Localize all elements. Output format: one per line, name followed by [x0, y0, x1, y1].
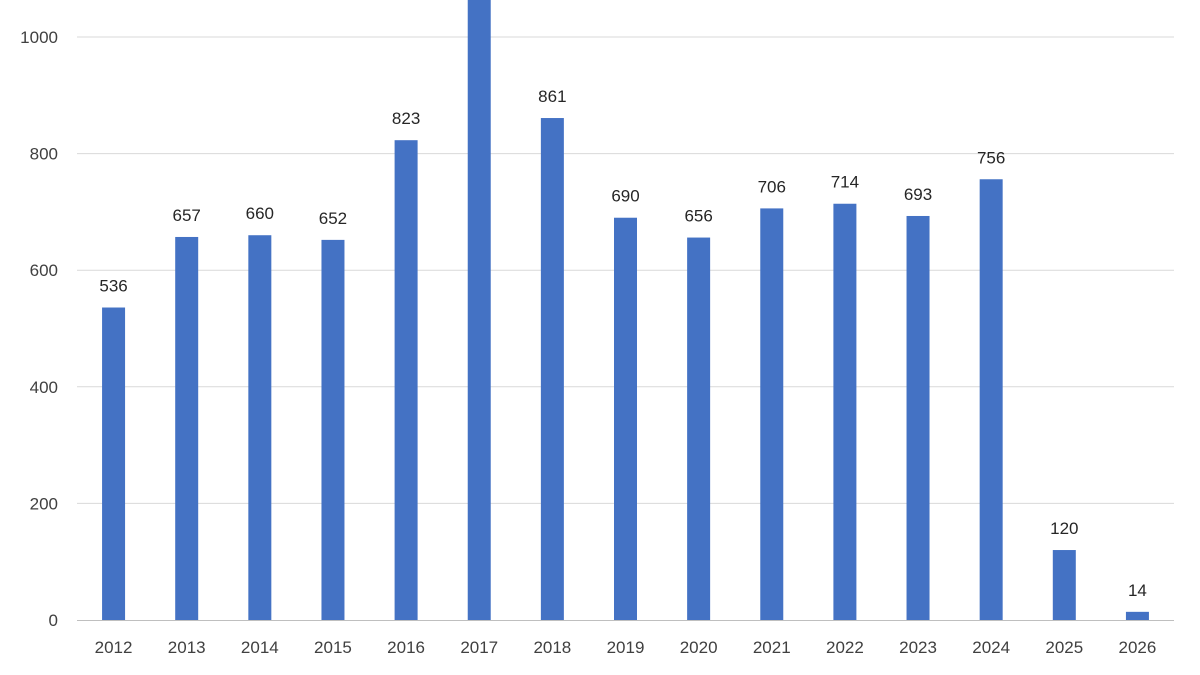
x-tick-label-2012: 2012	[95, 638, 133, 657]
x-tick-label-2021: 2021	[753, 638, 791, 657]
data-label-2023: 693	[904, 185, 932, 204]
x-tick-label-2025: 2025	[1045, 638, 1083, 657]
x-axis-ticks: 2012 2013 2014 2015 2016 2017 2018 2019 2020 2021…	[95, 638, 1157, 657]
bar-2026	[1125, 611, 1149, 620]
data-label-2022: 714	[831, 173, 859, 192]
data-label-2015: 652	[319, 209, 347, 228]
bar-2014	[248, 235, 272, 620]
bar-2024	[979, 179, 1003, 620]
data-label-2026: 14	[1128, 581, 1147, 600]
bar-2013	[175, 236, 199, 620]
data-label-2012: 536	[99, 277, 127, 296]
y-tick-label: 200	[30, 494, 58, 513]
data-label-2024: 756	[977, 148, 1005, 167]
x-tick-label-2024: 2024	[972, 638, 1010, 657]
bar-2019	[614, 217, 637, 621]
bar-2012	[102, 307, 126, 620]
bar-2023	[906, 215, 930, 620]
data-labels: 536 657 660 652 823 861 690 656 706 714 693 756 120 1…	[99, 87, 1147, 600]
data-label-2016: 823	[392, 109, 420, 128]
data-label-2020: 656	[684, 207, 712, 226]
x-tick-label-2022: 2022	[826, 638, 864, 657]
x-tick-label-2017: 2017	[460, 638, 498, 657]
x-tick-label-2019: 2019	[607, 638, 645, 657]
bars	[102, 0, 1149, 621]
y-tick-label: 800	[30, 145, 58, 164]
bar-2022	[833, 203, 857, 620]
bar-2025	[1052, 550, 1076, 620]
y-axis-ticks: 0 200 400 600 800 1000	[20, 28, 58, 630]
bar-2015	[321, 239, 345, 620]
y-tick-label: 600	[30, 261, 58, 280]
x-tick-label-2023: 2023	[899, 638, 937, 657]
data-label-2021: 706	[758, 177, 786, 196]
bar-2020	[687, 237, 711, 620]
data-label-2018: 861	[538, 87, 566, 106]
x-tick-label-2018: 2018	[533, 638, 571, 657]
bar-2018	[540, 118, 564, 621]
y-tick-label: 0	[49, 611, 58, 630]
data-label-2025: 120	[1050, 519, 1078, 538]
x-tick-label-2014: 2014	[241, 638, 279, 657]
data-label-2014: 660	[246, 204, 274, 223]
x-tick-label-2026: 2026	[1119, 638, 1157, 657]
x-tick-label-2013: 2013	[168, 638, 206, 657]
data-label-2019: 690	[611, 187, 639, 206]
x-tick-label-2015: 2015	[314, 638, 352, 657]
bar-2017	[467, 0, 491, 620]
bar-2021	[760, 208, 784, 621]
y-tick-label: 400	[30, 378, 58, 397]
data-label-2013: 657	[173, 206, 201, 225]
bar-2016	[394, 140, 418, 621]
x-tick-label-2020: 2020	[680, 638, 718, 657]
x-tick-label-2016: 2016	[387, 638, 425, 657]
y-tick-label: 1000	[20, 28, 58, 47]
